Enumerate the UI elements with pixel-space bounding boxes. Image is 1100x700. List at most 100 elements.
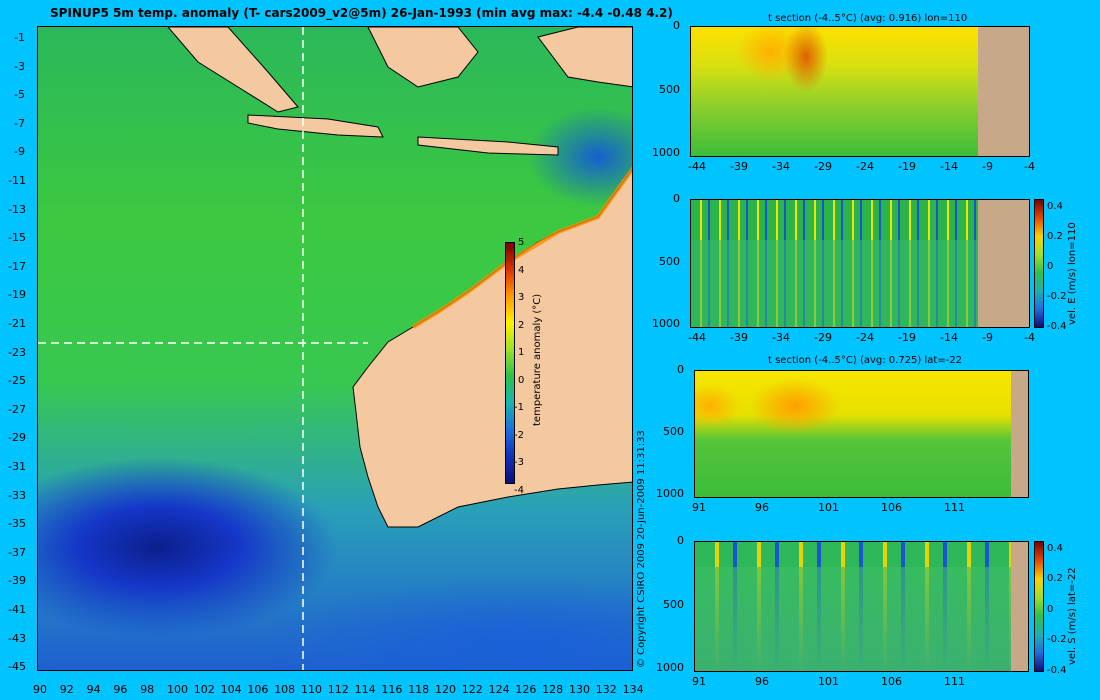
section-panel-t-lat — [694, 370, 1029, 498]
colorbar-tick-label: 2 — [518, 319, 525, 331]
panel-colorbar-tick-label: 0 — [1047, 603, 1054, 615]
panel-x-tick-label: -39 — [730, 160, 748, 173]
panel-x-tick-label: -29 — [814, 160, 832, 173]
lesser-sunda-land — [417, 136, 559, 156]
lon-tick-label: 108 — [274, 683, 296, 696]
panel-colorbar-tick-label: 0 — [1047, 261, 1054, 272]
lon-tick-label: 128 — [542, 683, 564, 696]
lon-tick-label: 92 — [59, 683, 74, 696]
lon-tick-label: 130 — [569, 683, 590, 696]
panel-y-tick-label: 1000 — [652, 146, 680, 159]
panel-y-tick-label: 500 — [659, 82, 680, 96]
panel-x-tick-label: -4 — [1024, 160, 1035, 173]
panel-x-tick-label: 101 — [818, 501, 839, 514]
lat-tick-label: -37 — [8, 545, 26, 559]
lat-tick-label: -29 — [8, 431, 26, 445]
panel-x-tick-label: -9 — [982, 160, 993, 173]
lon-tick-label: 106 — [247, 683, 269, 696]
velS-colorbar — [1034, 541, 1044, 672]
lon-tick-label: 112 — [327, 683, 349, 696]
lat-tick-label: -5 — [14, 88, 25, 102]
panel-x-tick-label: 106 — [881, 675, 902, 688]
panel-y-tick-label: 1000 — [656, 487, 684, 500]
panel-x-tick-label: 96 — [755, 675, 769, 688]
lon-tick-label: 110 — [301, 683, 322, 696]
section-panel-t-lon — [690, 26, 1030, 157]
map-graphics — [38, 27, 632, 670]
colorbar-tick-label: 5 — [518, 237, 525, 248]
panel-x-tick-label: -14 — [940, 331, 958, 344]
colorbar-tick-label: -4 — [514, 484, 524, 496]
lon-tick-label: 124 — [488, 683, 510, 696]
colorbar-tick-label: 3 — [518, 292, 525, 303]
panel-y-tick-label: 0 — [673, 19, 680, 32]
panel-colorbar-tick-label: 0.4 — [1047, 543, 1063, 554]
panel-x-tick-label: -14 — [940, 160, 958, 173]
lon-tick-label: 132 — [595, 683, 617, 696]
map-title: SPINUP5 5m temp. anomaly (T- cars2009_v2… — [50, 6, 673, 20]
panel-x-tick-label: 91 — [692, 501, 706, 514]
lat-tick-label: -45 — [8, 660, 26, 674]
panel-y-tick-label: 0 — [677, 534, 684, 547]
panel-colorbar-tick-label: 0.2 — [1047, 231, 1063, 242]
panel-colorbar-tick-label: -0.2 — [1047, 291, 1067, 302]
map-colorbar-label: temperature anomaly (°C) — [532, 293, 543, 426]
lat-tick-label: -13 — [8, 202, 26, 216]
temperature-anomaly-map — [37, 26, 633, 671]
lat-tick-label: -19 — [8, 288, 26, 302]
java-land — [247, 114, 384, 138]
panel-x-tick-label: -39 — [730, 331, 748, 344]
panel-x-tick-label: -34 — [772, 331, 790, 344]
colorbar-tick-label: 0 — [518, 374, 525, 386]
lat-tick-label: -35 — [8, 517, 26, 531]
lon-tick-label: 96 — [113, 683, 128, 696]
colorbar-tick-label: -2 — [514, 429, 524, 441]
lat-tick-label: -17 — [8, 259, 26, 273]
lat-tick-label: -11 — [8, 174, 26, 187]
lat-tick-label: -7 — [14, 116, 25, 130]
copyright-text: © Copyright CSIRO 2009 20-Jun-2009 11:31… — [636, 430, 647, 668]
lon-tick-label: 94 — [86, 683, 101, 696]
panel-colorbar-tick-label: -0.4 — [1047, 664, 1067, 676]
panel-title-t-lat: t section (-4..5°C) (avg: 0.725) lat=-22 — [768, 355, 963, 366]
velE-colorbar-label: vel. E (m/s) lon=110 — [1067, 222, 1078, 325]
panel-y-tick-label: 500 — [659, 254, 680, 268]
lon-tick-label: 126 — [515, 683, 537, 696]
lon-tick-label: 134 — [622, 683, 644, 696]
lat-tick-label: -21 — [8, 317, 26, 330]
panel-x-tick-label: -4 — [1024, 331, 1035, 344]
lon-tick-label: 90 — [33, 683, 47, 696]
panel-x-tick-label: -9 — [982, 331, 993, 344]
section-panel-velE-lon — [690, 199, 1030, 328]
panel-y-tick-label: 0 — [673, 192, 680, 205]
panel-y-tick-label: 1000 — [652, 317, 680, 330]
panel-colorbar-tick-label: -0.4 — [1047, 321, 1067, 332]
lat-tick-label: -41 — [8, 603, 26, 616]
section-panel-velS-lat — [694, 541, 1029, 672]
panel-y-tick-label: 0 — [677, 363, 684, 376]
panel-y-tick-label: 500 — [663, 425, 684, 438]
panel-x-tick-label: -44 — [688, 160, 706, 173]
lat-tick-label: -3 — [14, 59, 25, 73]
panel-x-tick-label: 101 — [818, 675, 839, 688]
colorbar-tick-label: -3 — [514, 457, 524, 468]
lat-tick-label: -33 — [8, 488, 26, 502]
panel-colorbar-tick-label: -0.2 — [1047, 634, 1067, 646]
map-colorbar — [505, 242, 515, 484]
panel-colorbar-tick-label: 0.2 — [1047, 573, 1063, 585]
borneo-land — [367, 27, 479, 88]
panel-x-tick-label: -19 — [898, 331, 916, 344]
lat-tick-label: -27 — [8, 402, 26, 416]
panel-x-tick-label: 111 — [944, 675, 965, 688]
colorbar-tick-label: -1 — [514, 402, 524, 413]
lon-tick-label: 104 — [220, 683, 242, 696]
panel-x-tick-label: -24 — [856, 331, 874, 344]
lat-tick-label: -23 — [8, 345, 26, 359]
sumatra-land — [167, 27, 299, 113]
colorbar-tick-label: 4 — [518, 264, 525, 276]
lon-tick-label: 114 — [354, 683, 376, 696]
panel-x-tick-label: 96 — [755, 501, 769, 514]
lat-tick-label: -1 — [14, 31, 25, 44]
panel-x-tick-label: -44 — [688, 331, 706, 344]
panel-x-tick-label: -29 — [814, 331, 832, 344]
